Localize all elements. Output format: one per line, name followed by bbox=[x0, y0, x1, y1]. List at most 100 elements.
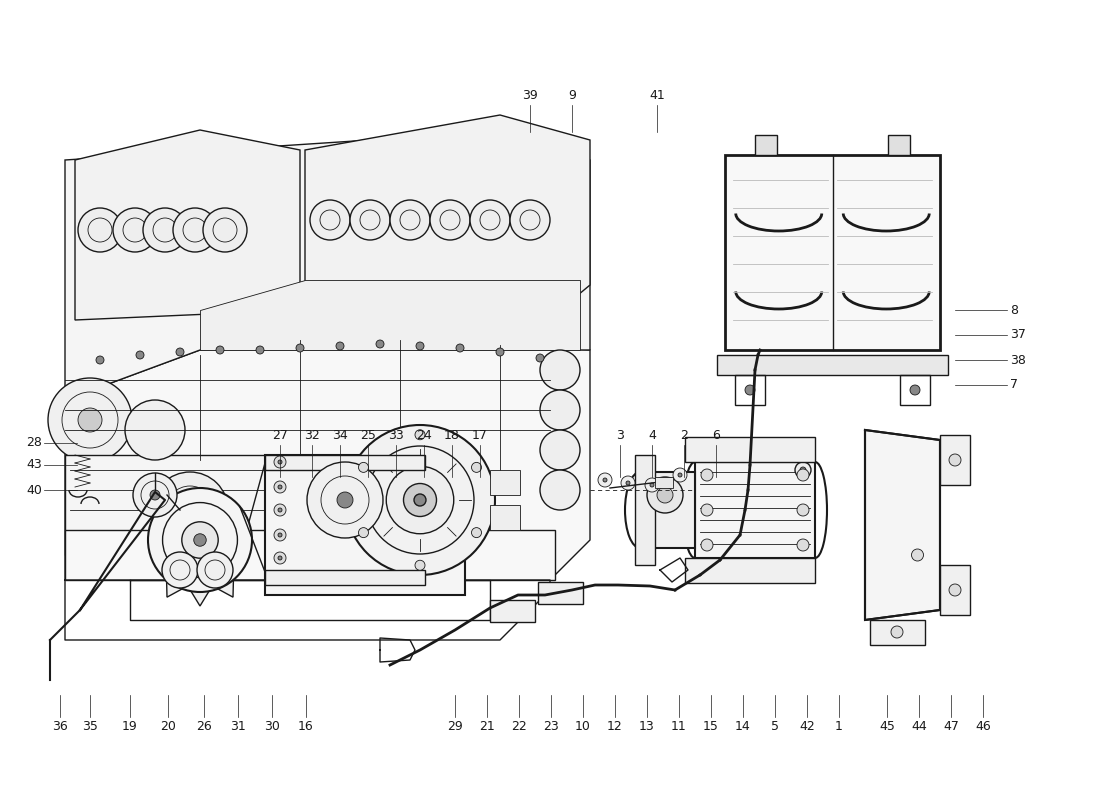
Circle shape bbox=[910, 385, 920, 395]
Text: 12: 12 bbox=[607, 720, 623, 733]
Polygon shape bbox=[166, 483, 183, 500]
Circle shape bbox=[278, 460, 282, 464]
Circle shape bbox=[278, 485, 282, 489]
Text: 9: 9 bbox=[568, 89, 576, 102]
Polygon shape bbox=[65, 340, 590, 580]
Bar bbox=[265, 455, 425, 470]
Bar bbox=[490, 600, 535, 622]
Circle shape bbox=[650, 483, 654, 487]
Text: 21: 21 bbox=[480, 720, 495, 733]
Circle shape bbox=[540, 350, 580, 390]
Circle shape bbox=[359, 462, 369, 472]
Circle shape bbox=[701, 504, 713, 516]
Bar bbox=[635, 455, 654, 565]
Bar bbox=[490, 470, 520, 495]
Circle shape bbox=[194, 534, 206, 546]
Circle shape bbox=[136, 351, 144, 359]
Circle shape bbox=[891, 626, 903, 638]
Text: 39: 39 bbox=[522, 89, 538, 102]
Circle shape bbox=[496, 348, 504, 356]
Circle shape bbox=[657, 487, 673, 503]
Text: 43: 43 bbox=[26, 458, 42, 471]
Text: 40: 40 bbox=[26, 483, 42, 497]
Polygon shape bbox=[218, 483, 233, 500]
Text: 28: 28 bbox=[26, 437, 42, 450]
Polygon shape bbox=[143, 506, 161, 522]
Bar bbox=[265, 455, 465, 595]
Text: 29: 29 bbox=[447, 720, 463, 733]
Circle shape bbox=[162, 552, 198, 588]
Text: 17: 17 bbox=[472, 429, 488, 442]
Bar bbox=[735, 375, 764, 405]
Circle shape bbox=[274, 481, 286, 493]
Circle shape bbox=[540, 470, 580, 510]
Circle shape bbox=[472, 462, 482, 472]
Circle shape bbox=[949, 454, 961, 466]
Text: 36: 36 bbox=[52, 720, 68, 733]
Circle shape bbox=[296, 344, 304, 352]
Circle shape bbox=[798, 469, 808, 481]
Circle shape bbox=[336, 342, 344, 350]
Text: 16: 16 bbox=[298, 720, 314, 733]
Circle shape bbox=[173, 208, 217, 252]
Text: 6: 6 bbox=[712, 429, 719, 442]
Circle shape bbox=[197, 552, 233, 588]
Circle shape bbox=[416, 342, 424, 350]
Text: 27: 27 bbox=[272, 429, 288, 442]
Circle shape bbox=[598, 473, 612, 487]
Text: 34: 34 bbox=[332, 429, 348, 442]
Circle shape bbox=[949, 584, 961, 596]
Circle shape bbox=[359, 528, 369, 538]
Circle shape bbox=[645, 478, 659, 492]
Text: 18: 18 bbox=[444, 429, 460, 442]
Circle shape bbox=[278, 556, 282, 560]
Circle shape bbox=[278, 508, 282, 512]
Polygon shape bbox=[65, 140, 590, 400]
Bar bbox=[717, 355, 948, 375]
Text: 14: 14 bbox=[735, 720, 751, 733]
Circle shape bbox=[256, 346, 264, 354]
Circle shape bbox=[150, 490, 160, 500]
Circle shape bbox=[800, 467, 806, 473]
Text: 20: 20 bbox=[161, 720, 176, 733]
Circle shape bbox=[390, 200, 430, 240]
Text: 19: 19 bbox=[122, 720, 138, 733]
Circle shape bbox=[216, 346, 224, 354]
Bar bbox=[654, 477, 673, 488]
Circle shape bbox=[745, 385, 755, 395]
Polygon shape bbox=[200, 280, 580, 350]
Polygon shape bbox=[865, 430, 940, 620]
Polygon shape bbox=[134, 531, 148, 549]
Circle shape bbox=[182, 522, 218, 558]
Polygon shape bbox=[305, 115, 590, 310]
Circle shape bbox=[456, 344, 464, 352]
Circle shape bbox=[472, 528, 482, 538]
Circle shape bbox=[415, 430, 425, 440]
Text: 24: 24 bbox=[416, 429, 432, 442]
Polygon shape bbox=[166, 580, 183, 597]
Polygon shape bbox=[240, 558, 257, 574]
Text: 38: 38 bbox=[1010, 354, 1026, 366]
Polygon shape bbox=[218, 580, 233, 597]
Bar bbox=[940, 565, 970, 615]
Text: 2: 2 bbox=[680, 429, 688, 442]
Text: 1: 1 bbox=[835, 720, 843, 733]
Text: 32: 32 bbox=[304, 429, 320, 442]
Circle shape bbox=[274, 456, 286, 468]
Circle shape bbox=[152, 472, 228, 548]
Polygon shape bbox=[75, 130, 300, 320]
Bar bbox=[538, 582, 583, 604]
Text: 13: 13 bbox=[639, 720, 654, 733]
Polygon shape bbox=[191, 474, 209, 489]
Circle shape bbox=[350, 200, 390, 240]
Text: 8: 8 bbox=[1010, 303, 1018, 317]
Circle shape bbox=[96, 356, 104, 364]
Circle shape bbox=[278, 533, 282, 537]
Text: 44: 44 bbox=[911, 720, 927, 733]
Text: 33: 33 bbox=[388, 429, 404, 442]
Circle shape bbox=[430, 200, 470, 240]
Circle shape bbox=[647, 477, 683, 513]
Text: 35: 35 bbox=[82, 720, 98, 733]
Circle shape bbox=[798, 504, 808, 516]
Circle shape bbox=[376, 340, 384, 348]
